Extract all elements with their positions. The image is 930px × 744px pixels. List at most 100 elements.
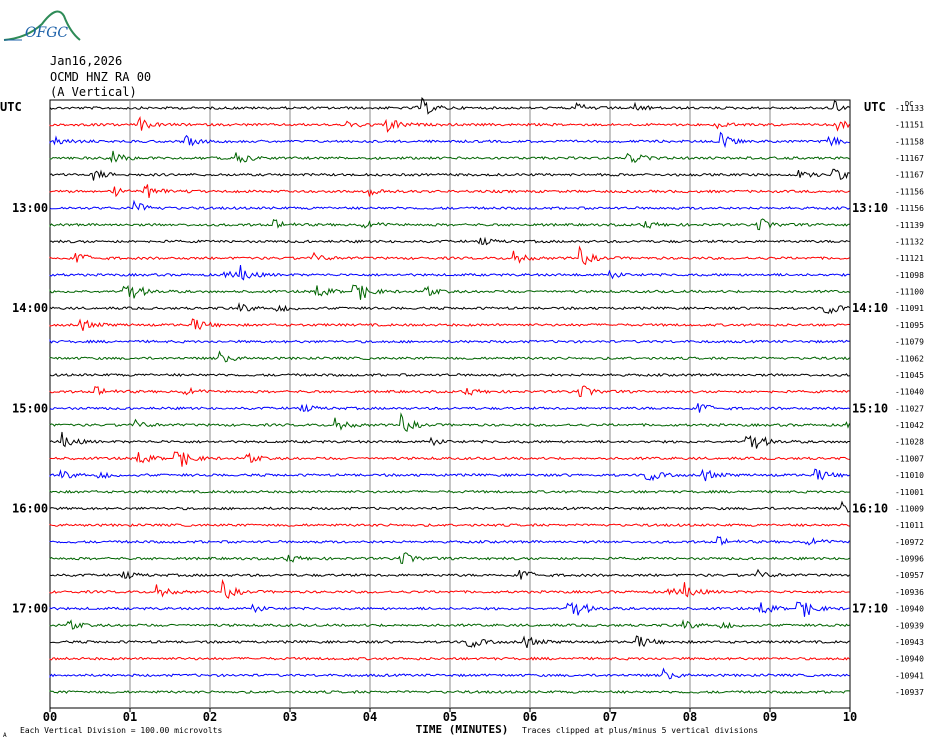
trace-line	[49, 500, 850, 513]
dc-offset-label: -10941	[895, 671, 924, 680]
dc-offset-label: -11062	[895, 354, 924, 363]
trace-line	[49, 635, 850, 649]
trace-line	[49, 199, 850, 211]
ofgc-logo	[3, 10, 81, 41]
dc-offset-label: -11009	[895, 504, 924, 513]
trace-line	[49, 150, 850, 164]
dc-offset-label: -10957	[895, 571, 924, 580]
trace-line	[49, 412, 850, 432]
trace-line	[49, 168, 850, 181]
time-label-left: 14:00	[12, 301, 48, 315]
x-tick-label: 04	[363, 710, 377, 724]
dc-offset-label: -10943	[895, 638, 924, 647]
trace-line	[49, 690, 850, 695]
component-label: (A Vertical)	[50, 85, 137, 99]
date-label: Jan16,2026	[50, 54, 123, 68]
dc-offset-label: -10937	[895, 688, 924, 697]
dc-offset-label: -11100	[895, 288, 924, 297]
trace-line	[49, 385, 850, 398]
trace-line	[49, 184, 850, 198]
dc-offset-label: -11156	[895, 187, 924, 196]
trace-line	[49, 318, 850, 331]
trace-line	[49, 667, 850, 680]
dc-offset-label: -11028	[895, 438, 924, 447]
trace-line	[49, 468, 850, 482]
dc-offset-label: -11011	[895, 521, 924, 530]
dc-offset-label: -11042	[895, 421, 924, 430]
utc-right-label: UTC	[864, 100, 886, 114]
time-label-right: 13:10	[852, 201, 888, 215]
x-tick-label: 08	[683, 710, 697, 724]
footer-scale-note: Each Vertical Division = 100.00 microvol…	[20, 726, 222, 735]
trace-line	[49, 403, 850, 413]
dc-offset-label: -11010	[895, 471, 924, 480]
trace-line	[49, 115, 850, 133]
utc-left-label: UTC	[0, 100, 22, 114]
dc-offset-label: -11139	[895, 221, 924, 230]
dc-offset-label: -11158	[895, 137, 924, 146]
dc-offset-label: -10940	[895, 605, 924, 614]
station-label: OCMD HNZ RA 00	[50, 70, 152, 84]
trace-line	[49, 97, 850, 115]
trace-line	[49, 372, 850, 378]
dc-offset-label: -11098	[895, 271, 924, 280]
x-tick-label: 01	[123, 710, 137, 724]
dc-offset-label: -11132	[895, 237, 924, 246]
trace-line	[49, 338, 850, 344]
trace-line	[49, 302, 850, 315]
time-label-right: 15:10	[852, 401, 888, 415]
x-tick-label: 06	[523, 710, 537, 724]
trace-line	[49, 451, 850, 467]
trace-line	[49, 523, 850, 528]
time-label-right: 17:10	[852, 602, 888, 616]
dc-offset-label: -11095	[895, 321, 924, 330]
dc-label: DC	[905, 100, 913, 108]
x-tick-label: 00	[43, 710, 57, 724]
x-tick-label: 09	[763, 710, 777, 724]
trace-line	[49, 265, 850, 281]
dc-offset-label: -11027	[895, 404, 924, 413]
dc-offset-label: -10972	[895, 538, 924, 547]
trace-line	[49, 131, 850, 149]
trace-line	[49, 284, 850, 300]
time-label-right: 14:10	[852, 301, 888, 315]
dc-offset-label: -11040	[895, 388, 924, 397]
x-tick-label: 07	[603, 710, 617, 724]
time-label-left: 13:00	[12, 201, 48, 215]
time-label-left: 16:00	[12, 501, 48, 515]
dc-offset-label: -11079	[895, 338, 924, 347]
trace-line	[49, 350, 850, 363]
dc-offset-label: -11121	[895, 254, 924, 263]
x-axis-label: TIME (MINUTES)	[416, 723, 509, 736]
trace-line	[49, 619, 850, 630]
dc-offset-label: -11001	[895, 488, 924, 497]
dc-offset-label: -10936	[895, 588, 924, 597]
dc-offset-label: -10939	[895, 621, 924, 630]
trace-line	[49, 601, 850, 617]
trace-line	[49, 218, 850, 231]
dc-offset-label: -11167	[895, 171, 924, 180]
footer-mark: A	[3, 732, 7, 739]
dc-offset-label: -11045	[895, 371, 924, 380]
trace-line	[49, 236, 850, 246]
dc-offset-label: -10996	[895, 555, 924, 564]
x-tick-label: 10	[843, 710, 857, 724]
x-tick-label: 05	[443, 710, 457, 724]
footer-clip-note: Traces clipped at plus/minus 5 vertical …	[522, 726, 758, 735]
dc-offset-label: -11151	[895, 121, 924, 130]
dc-offset-label: -11091	[895, 304, 924, 313]
trace-line	[49, 656, 850, 661]
trace-line	[49, 578, 850, 599]
dc-offset-label: -11007	[895, 454, 924, 463]
time-label-left: 17:00	[12, 602, 48, 616]
time-label-right: 16:10	[852, 501, 888, 515]
trace-line	[49, 431, 850, 449]
dc-offset-label: -11133	[895, 104, 924, 113]
dc-offset-label: -11156	[895, 204, 924, 213]
time-label-left: 15:00	[12, 401, 48, 415]
logo-text: OFGC	[25, 25, 69, 41]
x-tick-label: 02	[203, 710, 217, 724]
trace-line	[49, 552, 850, 564]
trace-line	[49, 245, 850, 266]
